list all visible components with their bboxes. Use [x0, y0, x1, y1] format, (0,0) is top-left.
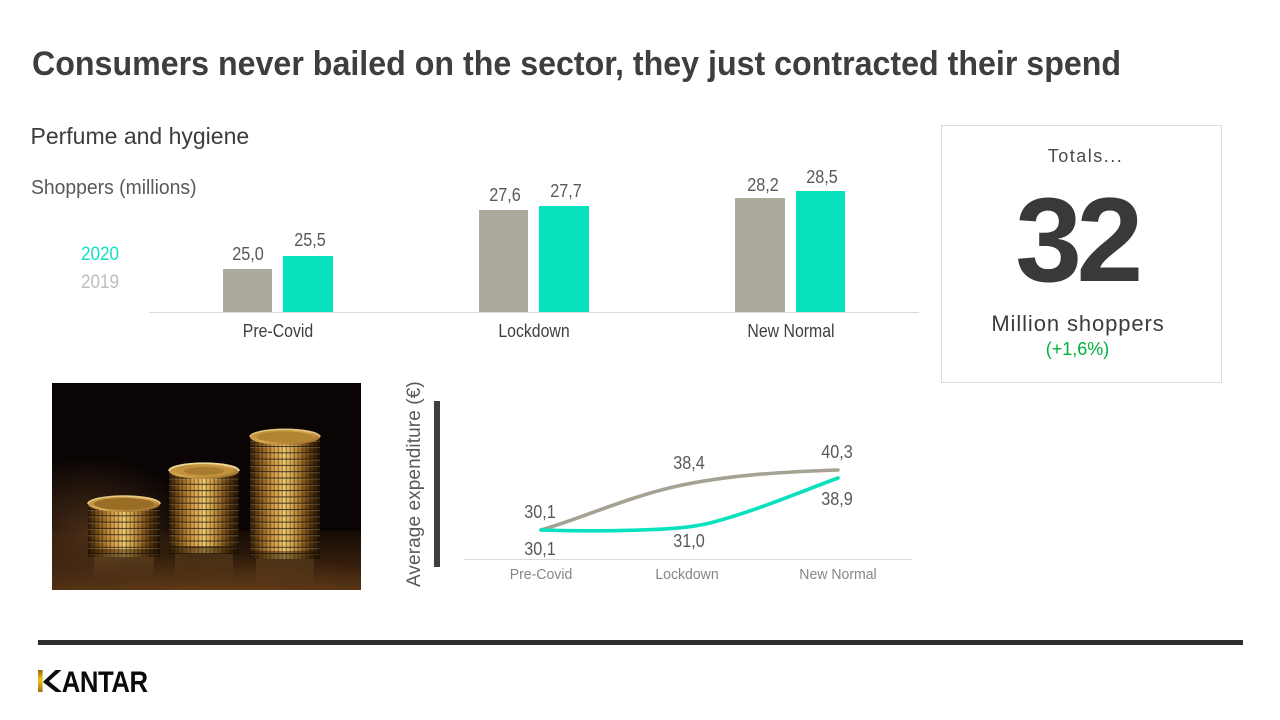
svg-text:ANTAR: ANTAR [62, 666, 148, 696]
